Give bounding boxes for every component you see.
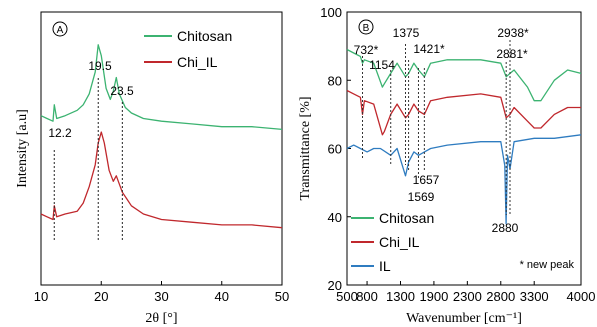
x-tick-label: 500 bbox=[336, 289, 358, 304]
peak-label: 2938* bbox=[497, 26, 529, 40]
peak-label: 12.2 bbox=[48, 126, 72, 140]
legend-label: Chitosan bbox=[379, 210, 434, 226]
y-axis-label: Transmittance [%] bbox=[298, 96, 313, 200]
x-tick-label: 40 bbox=[215, 289, 229, 304]
new-peak-note: * new peak bbox=[520, 259, 575, 271]
x-tick-label: 1300 bbox=[386, 289, 415, 304]
panel-letter: B bbox=[363, 23, 370, 34]
panel-letter: A bbox=[57, 25, 64, 36]
x-tick-label: 2800 bbox=[486, 289, 515, 304]
peak-label: 1154 bbox=[369, 58, 395, 72]
x-tick-label: 50 bbox=[275, 289, 289, 304]
y-tick-label: 100 bbox=[320, 5, 342, 20]
x-tick-label: 2300 bbox=[453, 289, 482, 304]
y-tick-label: 20 bbox=[328, 278, 342, 293]
x-axis-label: Wavenumber [cm⁻¹] bbox=[406, 311, 522, 326]
x-tick-label: 3300 bbox=[520, 289, 549, 304]
y-tick-label: 40 bbox=[328, 210, 342, 225]
x-axis-label: 2θ [°] bbox=[145, 311, 177, 326]
peak-label: 2881* bbox=[496, 47, 528, 61]
series-line-chitosan bbox=[346, 48, 582, 102]
x-tick-label: 800 bbox=[356, 289, 378, 304]
peak-label: 1421* bbox=[413, 42, 445, 56]
panel-a: 10 20 30 40 50 2θ [°] Intensity [a.u] A 12.2 19.5… bbox=[15, 11, 289, 326]
series-line-chi-il bbox=[40, 131, 283, 229]
series-line-chi-il bbox=[346, 89, 581, 136]
legend-label: IL bbox=[379, 258, 391, 274]
x-tick-label: 30 bbox=[154, 289, 168, 304]
series-line-chitosan bbox=[40, 44, 283, 131]
legend-label: Chi_IL bbox=[379, 234, 420, 250]
y-axis-label: Intensity [a.u] bbox=[15, 109, 30, 188]
x-tick-label: 4000 bbox=[567, 289, 596, 304]
y-tick-label: 80 bbox=[328, 73, 342, 88]
x-tick-label: 20 bbox=[94, 289, 108, 304]
legend-label: Chitosan bbox=[177, 28, 232, 44]
x-tick-label: 1900 bbox=[419, 289, 448, 304]
y-tick-label: 60 bbox=[328, 142, 342, 157]
x-tick-label: 10 bbox=[34, 289, 48, 304]
peak-label: 2880 bbox=[492, 221, 519, 235]
peak-label: 1569 bbox=[408, 190, 435, 204]
peak-label: 19.5 bbox=[88, 59, 112, 73]
peak-label: 1375 bbox=[393, 26, 420, 40]
panel-letter-circle bbox=[358, 19, 374, 35]
peak-label: 732* bbox=[354, 43, 379, 57]
panel-letter-circle bbox=[52, 21, 68, 37]
legend-label: Chi_IL bbox=[177, 54, 218, 70]
peak-label: 1657 bbox=[413, 173, 440, 187]
plot-frame bbox=[40, 11, 283, 286]
peak-label: 23.5 bbox=[110, 84, 134, 98]
